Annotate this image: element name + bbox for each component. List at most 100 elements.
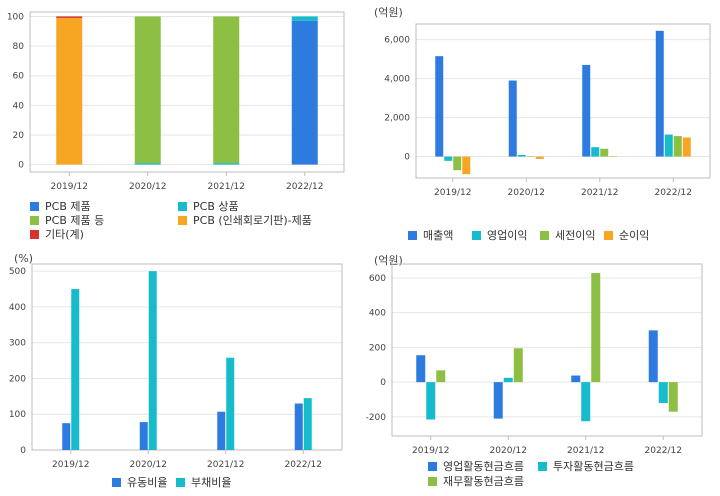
bar [664,134,673,157]
legend-item: 재무활동현금흐름 [428,476,524,488]
bar [148,271,157,450]
legend-swatch [30,230,39,239]
legend-item: 투자활동현금흐름 [538,461,634,473]
legend-swatch [428,462,437,471]
x-tick-label: 2022/12 [286,182,323,192]
y-tick-label: 4,000 [384,75,410,85]
legend-label: 재무활동현금흐름 [443,475,524,488]
chart-1-svg: 0 20 40 60 80 100 2019/12 2020/12 2021/12 2022/12 [7,11,345,192]
x-tick-label: 2021/12 [208,182,245,192]
chart-2-svg: 0 2,000 4,000 6,000 2019/12 2020/12 2021/12 202… [384,23,711,198]
bar [503,377,513,383]
chart-panel-4: (억원) -200 0 200 400 600 2019/12 2020/12 2021/12… [360,248,720,496]
legend-swatch [472,231,481,240]
x-tick-label: 2020/12 [508,188,545,198]
y-tick-label: 40 [13,101,25,111]
chart-2-unit-label: (억원) [374,6,403,19]
legend-item: 순이익 [604,230,649,242]
x-tick-label: 2019/12 [52,460,89,470]
y-tick-label: 0 [18,161,24,171]
legend-swatch [112,478,121,487]
bar [71,289,80,450]
legend-item: PCB (인쇄회로기판)-제품 [178,215,312,227]
y-tick-label: 0 [404,153,410,163]
bar [609,156,618,158]
chart-panel-1: 0 20 40 60 80 100 2019/12 2020/12 2021/12 2022/12… [0,0,360,248]
legend-item: 부채비율 [176,477,231,489]
bar [648,330,658,383]
legend-label: 기타(계) [45,228,84,241]
bar [62,423,71,450]
bar [436,370,446,383]
bar [139,422,148,450]
x-tick-label: 2022/12 [645,446,682,456]
bar [517,154,526,157]
bar [571,375,581,383]
chart-3-svg: 0 100 200 300 400 500 2019/12 2020/12 2021/12 202… [9,263,343,470]
chart-panel-3: (%) 0 100 200 300 400 500 2019/12 2020/12 2021/1… [0,248,360,496]
legend-label: 영업이익 [487,229,528,242]
bar [291,20,318,165]
legend-label: 순이익 [619,229,650,242]
x-tick-label: 2020/12 [490,446,527,456]
bar [658,382,668,403]
bar [213,163,240,165]
bar [535,156,544,159]
bar [453,156,462,171]
bar [462,156,471,175]
y-tick-label: 200 [9,374,26,384]
legend-item: 영업이익 [472,230,527,242]
bar [591,273,601,383]
legend-swatch [408,231,417,240]
plot-frame [415,23,711,179]
bar [435,56,444,157]
y-tick-label: -200 [366,413,387,423]
x-tick-label: 2020/12 [130,460,167,470]
legend-swatch [604,231,613,240]
legend-label: PCB 제품 [45,200,91,213]
plot-frame [391,263,703,437]
bar [581,382,591,422]
x-tick-label: 2019/12 [412,446,449,456]
legend-swatch [178,216,187,225]
x-tick-label: 2021/12 [581,188,618,198]
bar [213,16,240,164]
y-tick-label: 400 [369,309,386,319]
y-tick-label: 0 [20,446,26,456]
bar [655,30,664,157]
legend-label: 세전이익 [555,229,596,242]
legend-label: 매출액 [423,229,454,242]
plot-frame [29,11,345,173]
legend-swatch [538,462,547,471]
legend-label: PCB 상품 [193,200,239,213]
legend-label: 영업활동현금흐름 [443,460,524,473]
bar [56,17,83,165]
y-tick-label: 400 [9,303,26,313]
bar [600,148,609,157]
bar [673,136,682,157]
legend-item: 세전이익 [540,230,595,242]
bar [56,16,83,18]
legend-label: 투자활동현금흐름 [553,460,634,473]
x-tick-label: 2021/12 [567,446,604,456]
bar [508,80,517,157]
y-tick-label: 60 [13,72,25,82]
y-tick-label: 500 [9,267,26,277]
y-tick-label: 0 [380,378,386,388]
plot-frame [31,263,343,451]
y-tick-label: 100 [9,410,26,420]
bar [444,156,453,161]
chart-4-svg: -200 0 200 400 600 2019/12 2020/12 2021/12 2022/… [366,263,703,456]
y-tick-label: 200 [369,343,386,353]
legend-item: 유동비율 [112,477,167,489]
chart-3-unit-label: (%) [14,252,34,265]
bar [226,357,235,450]
legend-item: PCB 제품 등 [30,215,104,227]
bar [303,398,312,450]
legend-swatch [30,202,39,211]
legend-item: PCB 제품 [30,201,91,213]
x-tick-label: 2019/12 [51,182,88,192]
y-tick-label: 600 [369,274,386,284]
bar [591,147,600,157]
legend-swatch [540,231,549,240]
